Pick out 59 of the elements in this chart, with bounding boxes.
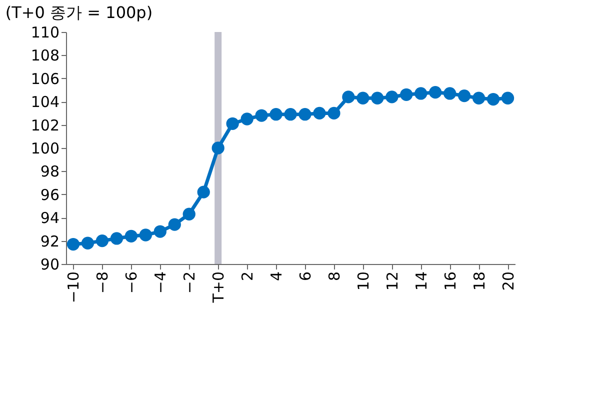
point xyxy=(255,109,268,122)
point xyxy=(486,92,500,106)
y-tick-label: 92 xyxy=(40,232,60,250)
x-tick-label: 12 xyxy=(383,272,402,291)
point xyxy=(342,90,355,104)
x-tick-label: 6 xyxy=(296,272,314,282)
point xyxy=(429,86,442,99)
point xyxy=(154,225,166,238)
x-tick-label: 8 xyxy=(325,272,344,282)
point xyxy=(96,234,109,248)
point xyxy=(371,92,384,104)
x-tick-label: −2 xyxy=(180,272,199,294)
point xyxy=(139,228,152,242)
point xyxy=(472,92,486,104)
point xyxy=(240,112,254,126)
x-tick-label: 18 xyxy=(470,272,488,291)
y-tick-label: 100 xyxy=(30,140,60,158)
x-tick-label: −4 xyxy=(152,272,170,294)
x-tick-label: 2 xyxy=(238,272,257,282)
point xyxy=(501,92,514,104)
x-tick-label: 4 xyxy=(268,272,286,282)
x-tick-label: −8 xyxy=(94,272,112,294)
point xyxy=(124,230,138,242)
point xyxy=(313,106,326,120)
point xyxy=(414,87,428,100)
y-tick-label: 98 xyxy=(40,162,60,181)
y-tick-label: 106 xyxy=(30,70,60,88)
y-tick-label: 108 xyxy=(30,46,60,65)
x-tick-label: −10 xyxy=(64,272,83,304)
point xyxy=(328,106,340,120)
point xyxy=(356,92,370,104)
point xyxy=(66,238,80,251)
point xyxy=(81,236,94,250)
point xyxy=(110,232,124,245)
point xyxy=(197,186,210,198)
point xyxy=(386,90,398,104)
y-tick-label: 94 xyxy=(40,209,60,228)
point xyxy=(212,142,224,154)
point xyxy=(444,87,456,100)
x-tick-label: T+0 xyxy=(210,272,228,304)
point xyxy=(458,89,471,102)
point xyxy=(284,108,297,121)
point xyxy=(270,108,282,121)
x-tick-label: 16 xyxy=(441,272,460,291)
y-tick-label: 102 xyxy=(30,116,60,134)
y-tick-label: 96 xyxy=(40,186,60,204)
point xyxy=(226,117,239,130)
point xyxy=(182,208,196,220)
x-tick-label: 14 xyxy=(412,272,430,291)
y-tick-label: 110 xyxy=(30,24,60,42)
x-tick-label: 20 xyxy=(499,272,518,291)
point xyxy=(168,218,181,231)
x-tick-label: −6 xyxy=(122,272,141,294)
point xyxy=(400,88,413,101)
y-tick-label: 104 xyxy=(30,93,60,112)
y-tick-label: 90 xyxy=(40,256,60,274)
point xyxy=(298,108,312,121)
x-tick-label: 10 xyxy=(354,272,372,291)
y-axis-title: (T+0 종가 = 100p) xyxy=(5,3,153,22)
